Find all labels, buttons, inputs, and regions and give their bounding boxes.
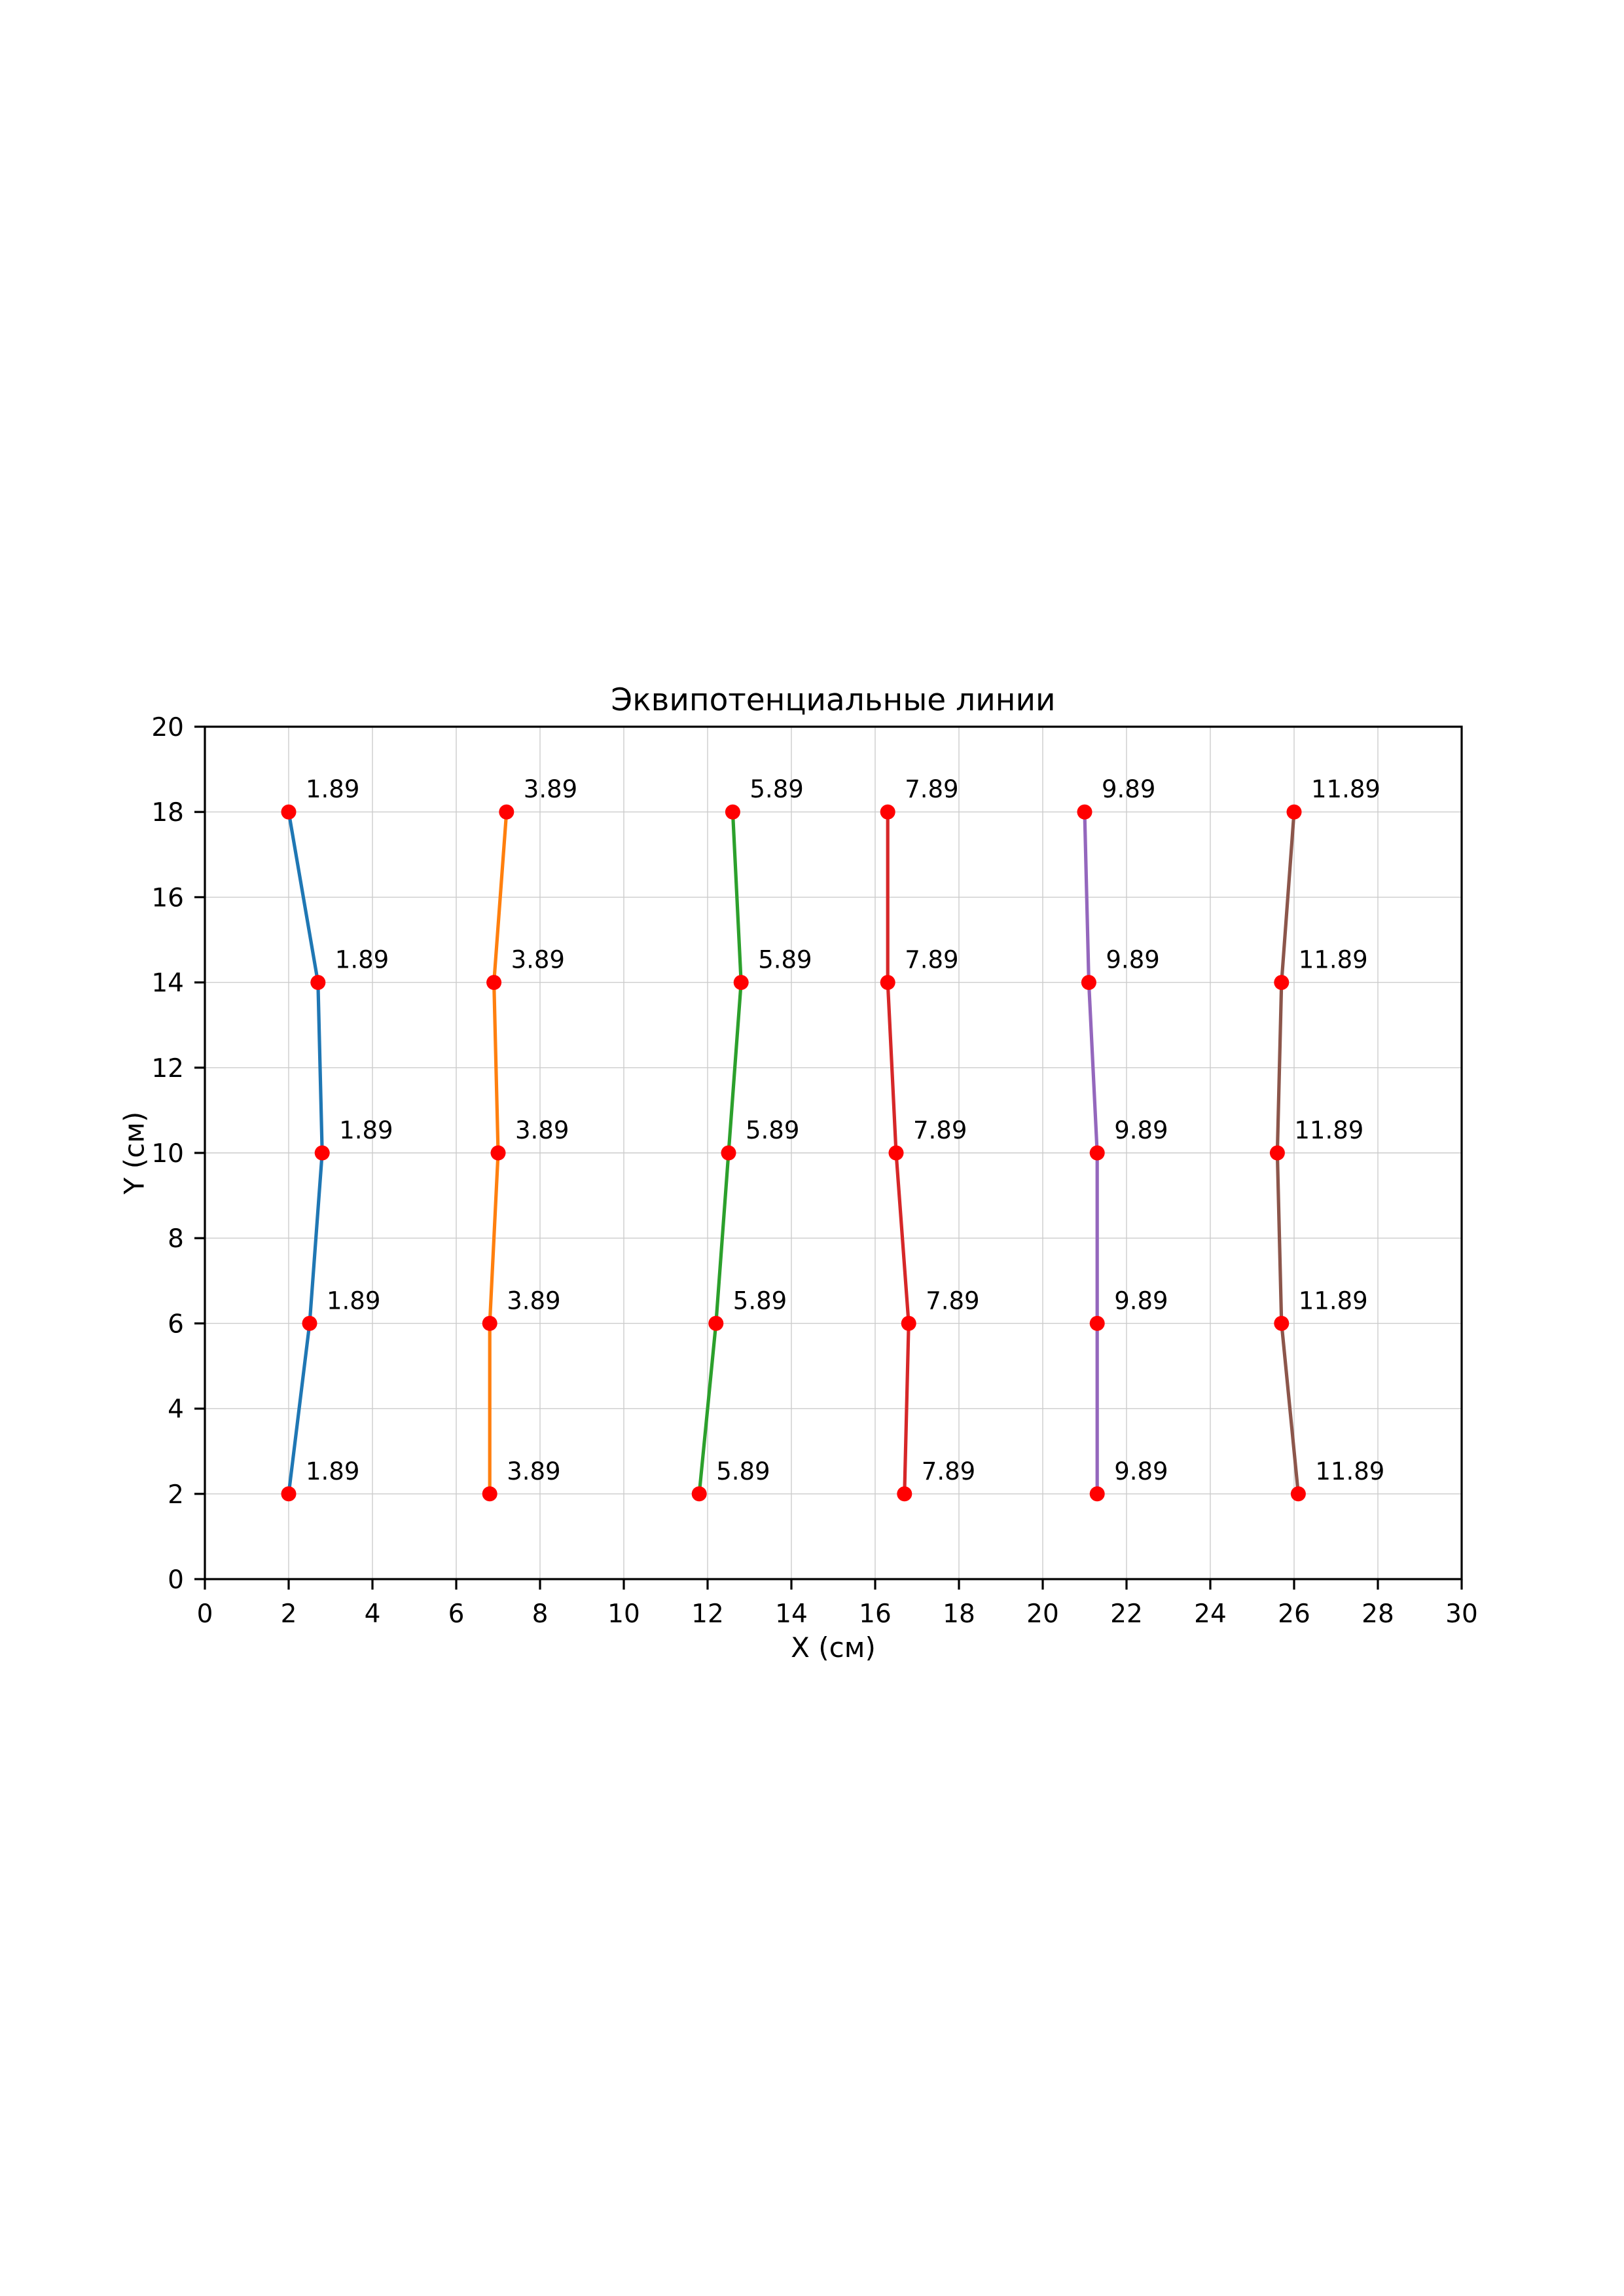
data-point-marker xyxy=(691,1486,707,1502)
point-annotation: 3.89 xyxy=(524,775,577,803)
x-tick-label: 30 xyxy=(1445,1599,1478,1629)
y-tick-label: 6 xyxy=(168,1309,184,1339)
data-point-marker xyxy=(725,804,740,820)
data-point-marker xyxy=(880,804,895,820)
data-point-marker xyxy=(1286,804,1302,820)
x-tick-label: 20 xyxy=(1026,1599,1059,1629)
x-tick-label: 14 xyxy=(775,1599,808,1629)
data-point-marker xyxy=(1274,1315,1290,1331)
point-annotation: 5.89 xyxy=(746,1116,799,1144)
point-annotation: 5.89 xyxy=(749,775,803,803)
data-point-marker xyxy=(901,1315,916,1331)
y-tick-label: 12 xyxy=(151,1054,184,1084)
data-point-marker xyxy=(1089,1145,1105,1161)
x-axis-label: X (см) xyxy=(791,1631,876,1664)
point-annotation: 5.89 xyxy=(758,946,812,974)
y-tick-label: 14 xyxy=(151,969,184,998)
point-annotation: 9.89 xyxy=(1114,1457,1168,1485)
point-annotation: 7.89 xyxy=(905,946,958,974)
data-point-marker xyxy=(1290,1486,1306,1502)
y-tick-label: 0 xyxy=(168,1565,184,1595)
point-annotation: 9.89 xyxy=(1102,775,1155,803)
data-point-marker xyxy=(490,1145,506,1161)
y-axis-label: Y (см) xyxy=(118,1111,151,1195)
y-tick-label: 20 xyxy=(151,713,184,742)
point-annotation: 9.89 xyxy=(1114,1286,1168,1315)
point-annotation: 7.89 xyxy=(905,775,958,803)
data-point-marker xyxy=(1081,975,1096,991)
point-annotation: 3.89 xyxy=(507,1286,560,1315)
point-annotation: 11.89 xyxy=(1299,1286,1368,1315)
data-point-marker xyxy=(482,1315,497,1331)
point-annotation: 1.89 xyxy=(339,1116,393,1144)
point-annotation: 11.89 xyxy=(1315,1457,1384,1485)
x-tick-label: 4 xyxy=(365,1599,381,1629)
point-annotation: 9.89 xyxy=(1106,946,1159,974)
point-annotation: 3.89 xyxy=(507,1457,560,1485)
data-point-marker xyxy=(1077,804,1092,820)
x-tick-label: 12 xyxy=(691,1599,724,1629)
point-annotation: 5.89 xyxy=(733,1286,787,1315)
x-tick-label: 16 xyxy=(859,1599,892,1629)
data-point-marker xyxy=(482,1486,497,1502)
point-annotation: 11.89 xyxy=(1311,775,1380,803)
data-point-marker xyxy=(302,1315,317,1331)
x-tick-label: 26 xyxy=(1278,1599,1310,1629)
point-annotation: 7.89 xyxy=(926,1286,979,1315)
y-tick-label: 18 xyxy=(151,798,184,828)
point-annotation: 11.89 xyxy=(1294,1116,1363,1144)
data-point-marker xyxy=(314,1145,330,1161)
point-annotation: 1.89 xyxy=(306,775,359,803)
point-annotation: 7.89 xyxy=(922,1457,975,1485)
x-tick-label: 0 xyxy=(197,1599,213,1629)
data-point-marker xyxy=(310,975,326,991)
point-annotation: 7.89 xyxy=(913,1116,967,1144)
x-tick-label: 24 xyxy=(1194,1599,1227,1629)
y-tick-label: 16 xyxy=(151,883,184,913)
y-tick-label: 2 xyxy=(168,1480,184,1510)
point-annotation: 5.89 xyxy=(716,1457,770,1485)
data-point-marker xyxy=(499,804,514,820)
x-tick-label: 10 xyxy=(607,1599,640,1629)
point-annotation: 1.89 xyxy=(335,946,389,974)
data-point-marker xyxy=(1274,975,1290,991)
data-point-marker xyxy=(733,975,749,991)
x-tick-label: 6 xyxy=(448,1599,465,1629)
data-point-marker xyxy=(721,1145,736,1161)
x-tick-label: 18 xyxy=(943,1599,975,1629)
point-annotation: 11.89 xyxy=(1299,946,1368,974)
x-tick-label: 8 xyxy=(532,1599,549,1629)
point-annotation: 1.89 xyxy=(306,1457,359,1485)
point-annotation: 9.89 xyxy=(1114,1116,1168,1144)
point-annotation: 3.89 xyxy=(511,946,565,974)
x-tick-label: 22 xyxy=(1110,1599,1143,1629)
data-point-marker xyxy=(281,804,297,820)
point-annotation: 1.89 xyxy=(327,1286,380,1315)
point-annotation: 3.89 xyxy=(515,1116,569,1144)
data-point-marker xyxy=(708,1315,724,1331)
y-tick-label: 8 xyxy=(168,1224,184,1254)
data-point-marker xyxy=(486,975,502,991)
data-point-marker xyxy=(1089,1315,1105,1331)
data-point-marker xyxy=(281,1486,297,1502)
x-tick-label: 28 xyxy=(1362,1599,1394,1629)
y-tick-label: 10 xyxy=(151,1139,184,1169)
data-point-marker xyxy=(1269,1145,1285,1161)
y-tick-label: 4 xyxy=(168,1395,184,1425)
data-point-marker xyxy=(880,975,895,991)
data-point-marker xyxy=(897,1486,912,1502)
chart-title: Эквипотенциальные линии xyxy=(611,682,1056,718)
x-tick-label: 2 xyxy=(281,1599,297,1629)
data-point-marker xyxy=(1089,1486,1105,1502)
data-point-marker xyxy=(888,1145,904,1161)
